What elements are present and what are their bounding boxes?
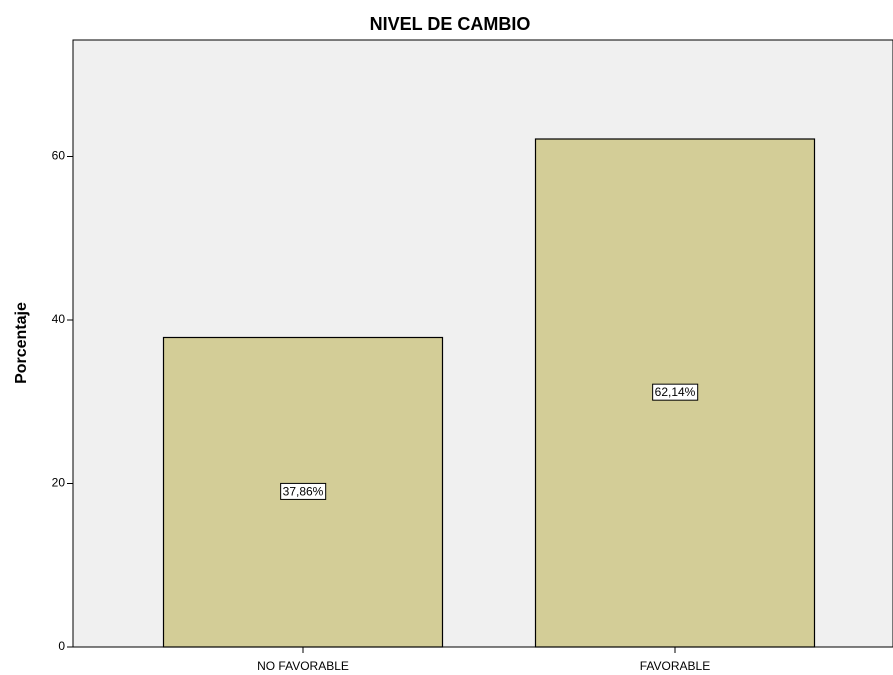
- data-label: 37,86%: [283, 484, 324, 498]
- y-tick-label: 40: [52, 312, 66, 326]
- y-axis-label: Porcentaje: [13, 302, 30, 384]
- data-label-box: [652, 383, 699, 401]
- x-tick-label: FAVORABLE: [640, 659, 710, 673]
- y-tick-label: 60: [52, 149, 66, 163]
- y-tick-label: 0: [58, 639, 65, 653]
- y-tick-label: 20: [52, 476, 66, 490]
- x-tick-label: NO FAVORABLE: [257, 659, 349, 673]
- data-label: 62,14%: [655, 385, 696, 399]
- chart-title: NIVEL DE CAMBIO: [370, 14, 531, 34]
- data-label-box: [280, 482, 327, 500]
